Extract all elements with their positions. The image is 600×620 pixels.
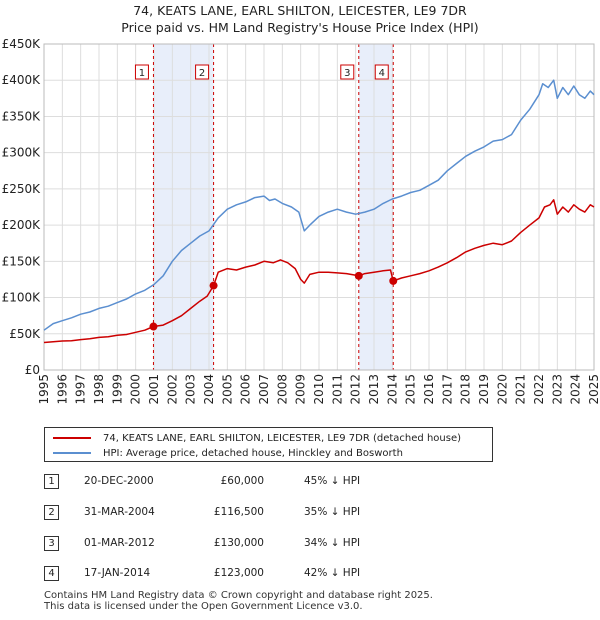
x-tick-label: 2018 [459,374,473,405]
x-tick-label: 2011 [330,374,344,405]
x-tick-label: 2019 [477,374,491,405]
x-tick-label: 2025 [587,374,600,405]
y-tick-label: £300K [2,146,42,160]
x-tick-label: 1998 [92,374,106,405]
transaction-price: £130,000 [213,537,264,549]
transaction-hpi: 35% ↓ HPI [304,506,361,518]
y-tick-label: £0 [25,363,40,377]
chart-subtitle: Price paid vs. HM Land Registry's House … [121,20,479,35]
x-tick-label: 2024 [569,374,583,405]
x-tick-label: 2015 [404,374,418,405]
transaction-number: 4 [44,566,59,581]
sale-marker-label: 2 [199,68,205,79]
price-chart: £0 £50K £100K £150K £200K £250K £300K £350K £400… [2,37,600,405]
x-tick-label: 2023 [550,374,564,405]
x-tick-label: 2021 [514,374,528,405]
x-tick-label: 1997 [74,374,88,405]
shaded-region [153,44,214,370]
legend-swatch-price [53,437,91,439]
x-tick-label: 1996 [55,374,69,405]
x-tick-label: 2000 [129,374,143,405]
footer-copyright: Contains HM Land Registry data © Crown c… [44,590,433,601]
transaction-price: £123,000 [213,567,264,579]
legend-item-hpi: HPI: Average price, detached house, Hinc… [53,446,403,460]
y-tick-label: £250K [2,182,42,196]
x-tick-label: 2014 [385,374,399,405]
sale-marker-box [374,64,389,80]
x-tick-label: 2012 [349,374,363,405]
x-tick-label: 2004 [202,374,216,405]
transaction-row: 1 20-DEC-2000 £60,000 45% ↓ HPI [44,474,484,490]
footer-licence: This data is licensed under the Open Gov… [44,601,363,612]
y-tick-label: £400K [2,73,42,87]
x-tick-label: 2016 [422,374,436,405]
x-tick-label: 2003 [184,374,198,405]
y-tick-label: £200K [2,218,42,232]
x-tick-label: 2006 [239,374,253,405]
sale-marker-box [340,64,355,80]
sale-point [209,281,218,290]
x-tick-label: 2008 [275,374,289,405]
y-tick-label: £450K [2,37,42,51]
x-tick-label: 2002 [165,374,179,405]
transaction-hpi: 45% ↓ HPI [304,475,361,487]
x-tick-label: 2010 [312,374,326,405]
x-tick-label: 2017 [440,374,454,405]
transaction-row: 4 17-JAN-2014 £123,000 42% ↓ HPI [44,566,484,582]
transaction-number: 2 [44,505,59,520]
x-tick-label: 1995 [37,374,51,405]
x-tick-label: 2020 [495,374,509,405]
transaction-price: £60,000 [220,475,264,487]
transaction-number: 3 [44,536,59,551]
x-tick-label: 2007 [257,374,271,405]
x-tick-label: 2005 [220,374,234,405]
transaction-price: £116,500 [213,506,264,518]
sale-marker-label: 4 [379,68,385,79]
y-tick-label: £150K [2,254,42,268]
legend-item-price: 74, KEATS LANE, EARL SHILTON, LEICESTER,… [53,431,461,445]
x-tick-label: 2009 [294,374,308,405]
x-tick-label: 2022 [532,374,546,405]
chart-title: 74, KEATS LANE, EARL SHILTON, LEICESTER,… [133,3,467,18]
transaction-number: 1 [44,474,59,489]
sale-point [149,322,158,331]
hpi-line [43,79,595,331]
y-tick-label: £100K [2,291,42,305]
legend-label-hpi: HPI: Average price, detached house, Hinc… [103,447,403,459]
legend-swatch-hpi [53,452,91,454]
shaded-region [358,44,394,370]
transaction-date: 17-JAN-2014 [84,567,151,579]
chart-legend: 74, KEATS LANE, EARL SHILTON, LEICESTER,… [44,427,493,462]
sale-marker-label: 3 [344,68,350,79]
sale-marker-box [134,64,149,80]
sale-marker-box [195,64,210,80]
transaction-hpi: 42% ↓ HPI [304,567,361,579]
sale-marker-label: 1 [139,68,145,79]
transaction-row: 2 31-MAR-2004 £116,500 35% ↓ HPI [44,505,484,521]
legend-label-price: 74, KEATS LANE, EARL SHILTON, LEICESTER,… [103,432,462,444]
y-tick-label: £350K [2,109,42,123]
transaction-date: 31-MAR-2004 [84,506,155,518]
footer: Contains HM Land Registry data © Crown c… [44,590,433,612]
y-tick-label: £50K [9,327,41,341]
transaction-hpi: 34% ↓ HPI [304,537,361,549]
price-paid-line [43,199,595,344]
x-tick-label: 2013 [367,374,381,405]
x-tick-label: 1999 [110,374,124,405]
transaction-date: 01-MAR-2012 [84,537,155,549]
sale-point [354,271,363,280]
x-tick-label: 2001 [147,374,161,405]
sale-point [389,276,398,285]
transaction-date: 20-DEC-2000 [84,475,154,487]
transaction-row: 3 01-MAR-2012 £130,000 34% ↓ HPI [44,536,484,552]
